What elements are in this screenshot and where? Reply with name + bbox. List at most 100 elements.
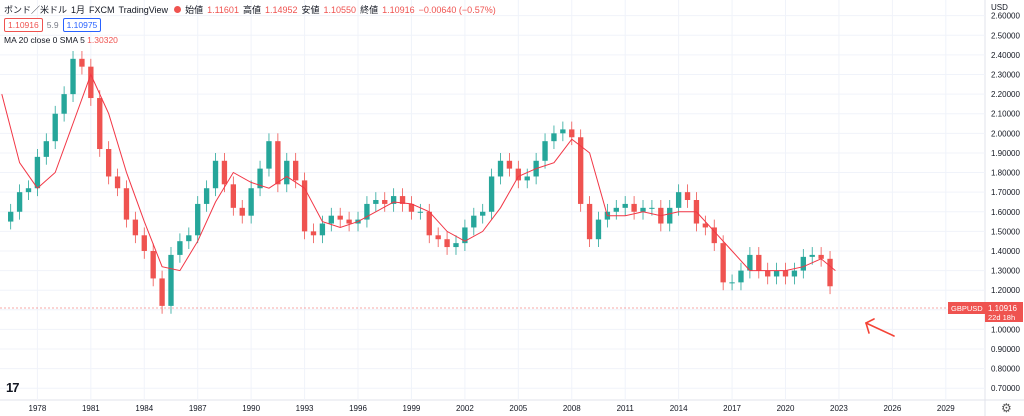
- candle-body: [79, 58, 85, 67]
- candle-series: [8, 50, 833, 314]
- y-tick-label: 2.50000: [991, 31, 1020, 40]
- buy-button[interactable]: 1.10975: [62, 18, 102, 32]
- price-tag-symbol-bg: [948, 302, 985, 314]
- x-tick-label: 2023: [830, 404, 848, 413]
- x-tick-label: 1987: [189, 404, 207, 413]
- interval[interactable]: 1月: [71, 5, 86, 15]
- candle-body: [782, 270, 789, 277]
- candle-body: [684, 192, 691, 200]
- candle-body: [426, 211, 432, 236]
- y-tick-label: 1.50000: [991, 227, 1020, 236]
- candle-body: [453, 243, 459, 248]
- x-tick-label: 2029: [937, 404, 955, 413]
- candle-body: [765, 270, 771, 277]
- ma-line: [1, 73, 836, 272]
- y-tick-label: 2.40000: [991, 51, 1020, 60]
- tradingview-logo-icon[interactable]: 17: [6, 380, 20, 395]
- sell-button[interactable]: 1.10916: [4, 18, 43, 32]
- candle-body: [150, 250, 156, 279]
- candle-body: [435, 235, 441, 240]
- candle-body: [186, 235, 192, 242]
- candle-body: [471, 215, 477, 228]
- open-value: 1.11601: [207, 4, 239, 15]
- x-tick-label: 1990: [242, 404, 260, 413]
- price-tag-symbol: GBPUSD: [951, 304, 983, 313]
- y-tick-label: 1.80000: [991, 169, 1020, 178]
- high-value: 1.14952: [264, 4, 298, 15]
- price-tag-price: 1.10916: [988, 304, 1017, 313]
- y-axis[interactable]: 2.60000 2.50000 2.40000 2.30000 2.20000 2.100…: [991, 12, 1020, 394]
- candle-body: [328, 215, 334, 224]
- candle-body: [337, 215, 343, 220]
- annotation-arrow-icon: [865, 318, 895, 337]
- candle-body: [346, 219, 352, 224]
- candle-body: [631, 203, 637, 212]
- y-tick-label: 1.40000: [991, 247, 1020, 256]
- candle-body: [97, 98, 103, 150]
- y-tick-label: 1.70000: [991, 188, 1020, 197]
- candle-body: [417, 211, 424, 213]
- candle-body: [586, 203, 593, 240]
- y-tick-label: 0.90000: [991, 345, 1020, 354]
- candle-body: [667, 207, 673, 224]
- candle-body: [364, 203, 370, 220]
- chart-header: ポンド／米ドル 1月 FXCM TradingView 始値 1.11601 高値…: [4, 3, 496, 16]
- candle-body: [284, 160, 290, 185]
- x-tick-label: 2005: [509, 404, 527, 413]
- x-tick-label: 2017: [723, 404, 741, 413]
- candle-body: [382, 200, 388, 204]
- candle-body: [408, 203, 415, 212]
- price-tag-value-bg: [985, 302, 1023, 322]
- candle-body: [301, 180, 308, 232]
- x-tick-label: 2011: [617, 404, 635, 413]
- x-tick-label: 2008: [563, 404, 581, 413]
- x-tick-label: 1984: [135, 404, 153, 413]
- candle-body: [818, 254, 824, 259]
- x-tick-label: 2026: [883, 404, 901, 413]
- close-value: 1.10916: [382, 4, 415, 15]
- candle-body: [16, 192, 23, 212]
- candle-body: [266, 141, 272, 169]
- candle-body: [800, 256, 806, 271]
- candle-body: [595, 219, 602, 240]
- candle-body: [577, 137, 584, 204]
- candle-body: [613, 207, 619, 212]
- candle-body: [809, 254, 815, 257]
- candle-body: [524, 176, 530, 181]
- symbol-name[interactable]: ポンド／米ドル: [4, 5, 68, 15]
- candle-body: [506, 160, 513, 169]
- x-tick-label: 1993: [296, 404, 314, 413]
- price-tag-countdown: 22d 18h: [988, 313, 1015, 322]
- x-tick-label: 2002: [456, 404, 474, 413]
- indicator-legend[interactable]: MA 20 close 0 SMA 5 1.30320: [4, 35, 118, 45]
- candle-body: [159, 278, 165, 306]
- candle-body: [239, 207, 245, 216]
- spread-value: 5.9: [46, 20, 59, 30]
- indicator-value: 1.30320: [87, 35, 118, 45]
- candle-body: [569, 129, 575, 138]
- candle-body: [212, 160, 219, 189]
- candle-body: [542, 141, 548, 161]
- candle-body: [70, 58, 76, 95]
- x-tick-label: 2014: [670, 404, 688, 413]
- candle-body: [738, 270, 744, 283]
- candle-body: [203, 188, 210, 204]
- change-value: −0.00640 (−0.57%): [418, 4, 496, 15]
- candle-body: [34, 156, 41, 189]
- candle-body: [773, 270, 780, 277]
- candle-body: [293, 160, 299, 181]
- gear-icon[interactable]: ⚙: [1001, 401, 1012, 415]
- quote-row: 1.10916 5.9 1.10975: [4, 18, 102, 32]
- candle-body: [390, 196, 397, 204]
- x-axis[interactable]: 1978 1981 1984 1987 1990 1993 1996 1999 2002 2005…: [29, 404, 956, 413]
- x-tick-label: 1999: [403, 404, 421, 413]
- candle-body: [275, 141, 281, 185]
- y-tick-label: 1.30000: [991, 267, 1020, 276]
- price-tag: GBPUSD 1.10916 22d 18h: [948, 302, 1023, 322]
- candle-body: [177, 241, 183, 255]
- candle-body: [488, 176, 495, 212]
- candle-body: [319, 223, 326, 236]
- candle-body: [221, 160, 228, 185]
- candle-body: [560, 129, 566, 134]
